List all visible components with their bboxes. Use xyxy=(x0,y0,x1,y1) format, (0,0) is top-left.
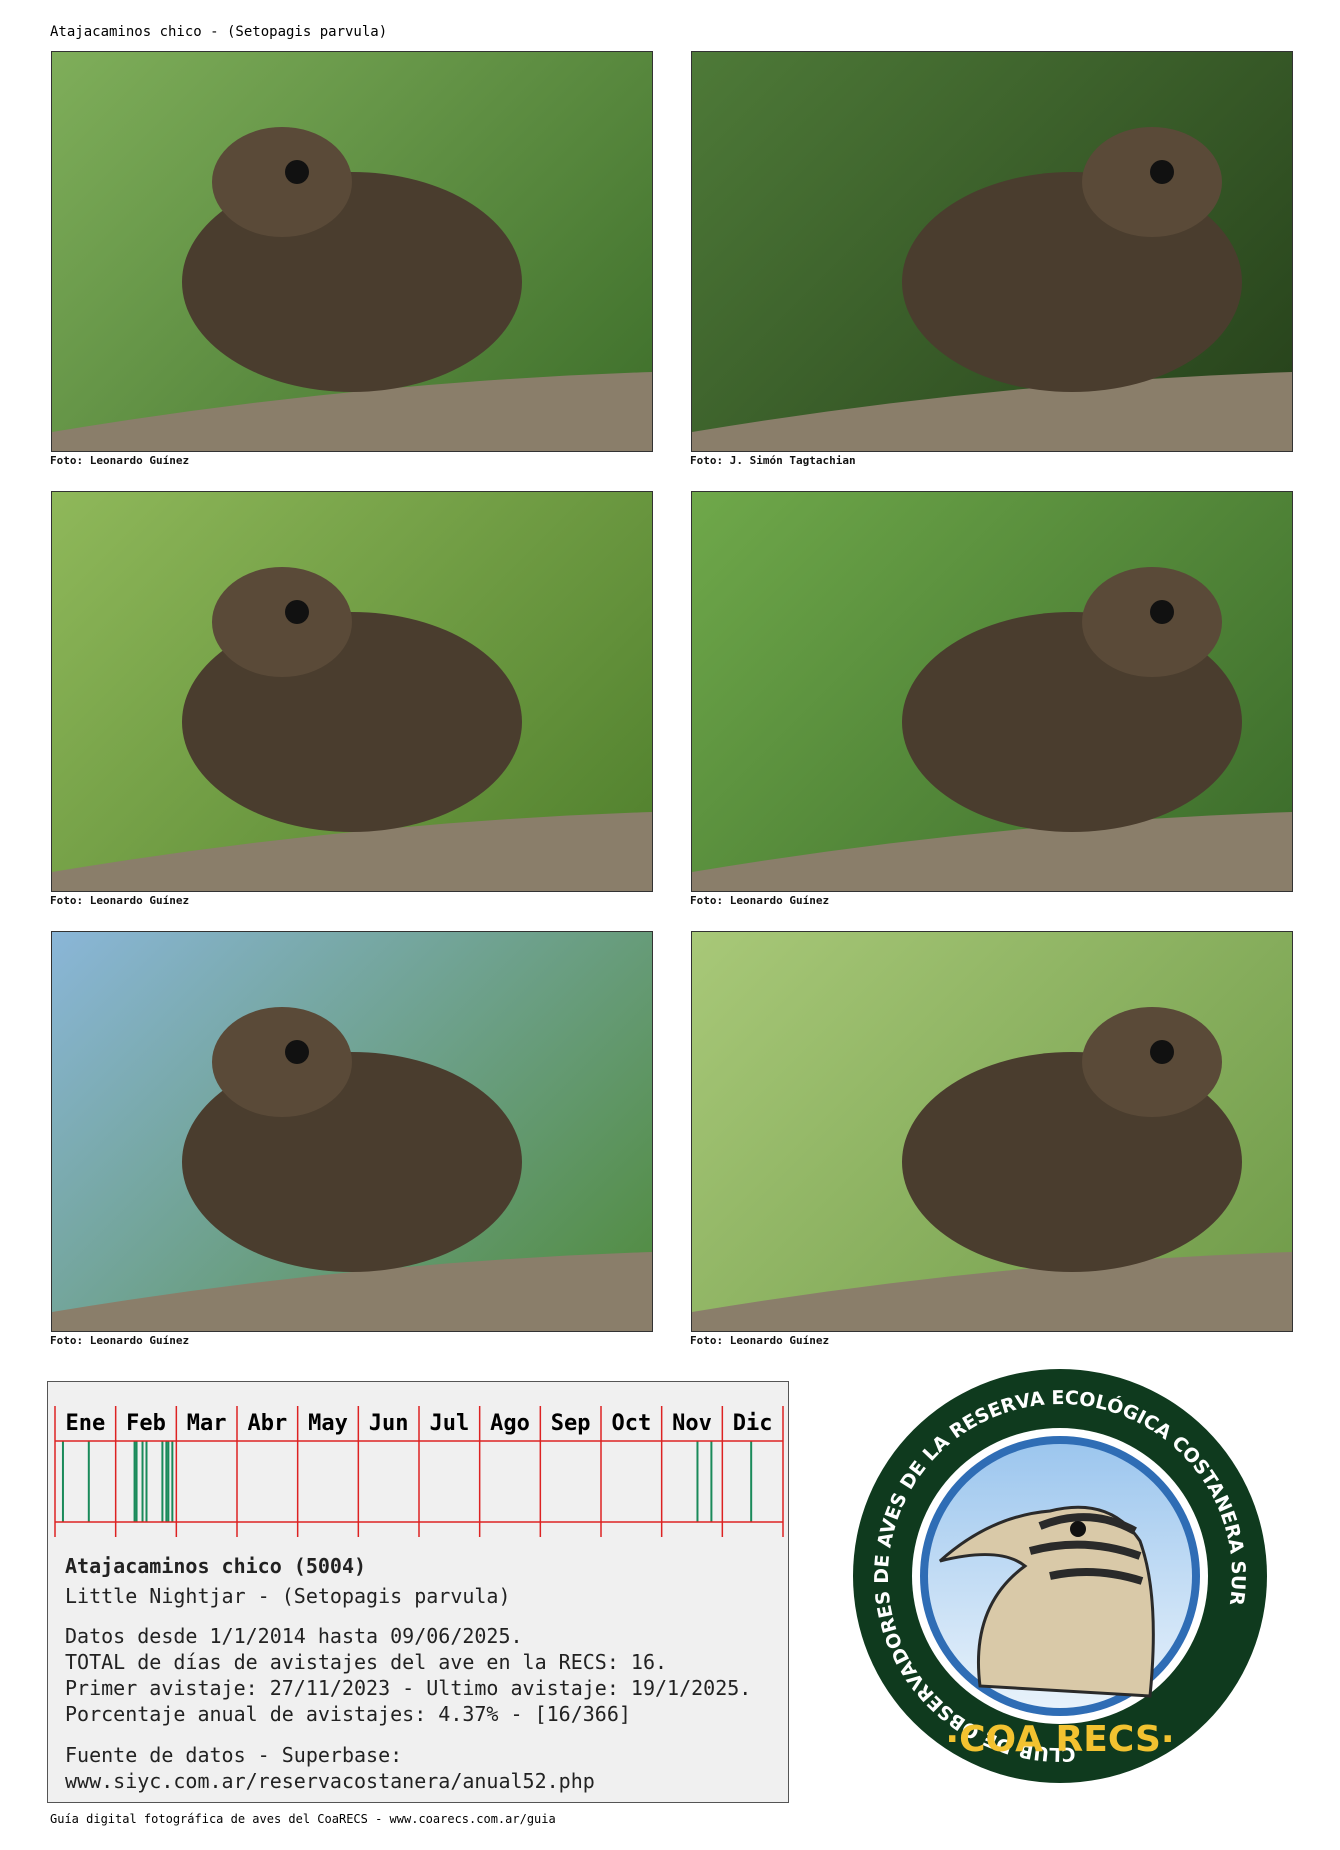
source-line: www.siyc.com.ar/reservacostanera/anual52… xyxy=(65,1769,595,1793)
bird-figure xyxy=(52,127,652,451)
species-name: Atajacaminos chico (5004) xyxy=(65,1554,367,1578)
month-label: Ago xyxy=(490,1411,530,1436)
stats-line: Porcentaje anual de avistajes: 4.37% - [… xyxy=(65,1702,631,1726)
logo-bird-stripes xyxy=(1028,1513,1144,1585)
bird-eye xyxy=(285,160,309,184)
bird-figure xyxy=(52,567,652,891)
branch xyxy=(52,372,652,451)
branch xyxy=(52,812,652,891)
month-label: Oct xyxy=(611,1411,651,1436)
bird-eye xyxy=(1150,160,1174,184)
month-label: Feb xyxy=(126,1411,166,1436)
photo xyxy=(51,51,653,452)
bird-eye xyxy=(285,1040,309,1064)
page-title: Atajacaminos chico - (Setopagis parvula) xyxy=(50,24,388,40)
bird-figure xyxy=(692,127,1292,451)
photo xyxy=(691,491,1293,892)
calendar: Ene Feb Mar Abr May Jun Jul Ago Sep Oct Nov Dic xyxy=(54,1406,784,1537)
month-label: Dic xyxy=(733,1411,773,1436)
month-label: Jul xyxy=(429,1411,469,1436)
stats-line: TOTAL de días de avistajes del ave en la… xyxy=(65,1650,668,1674)
month-label: Ene xyxy=(65,1411,105,1436)
logo: CLUB DE OBSERVADORES DE AVES DE LA RESER… xyxy=(853,1369,1267,1783)
month-label: Abr xyxy=(247,1411,287,1436)
bird-head xyxy=(212,127,352,237)
bird-figure xyxy=(52,1007,652,1331)
month-label: Nov xyxy=(672,1411,712,1436)
stats-box: Ene Feb Mar Abr May Jun Jul Ago Sep Oct Nov Dic Ata… xyxy=(47,1381,789,1803)
photo-caption: Foto: J. Simón Tagtachian xyxy=(690,454,856,467)
species-english: Little Nightjar - (Setopagis parvula) xyxy=(65,1584,511,1608)
month-label: May xyxy=(308,1411,348,1436)
branch xyxy=(692,1252,1292,1331)
photo xyxy=(51,931,653,1332)
logo-bird-eye xyxy=(1070,1521,1086,1537)
photo-caption: Foto: Leonardo Guínez xyxy=(690,1334,830,1347)
bird-head xyxy=(1082,567,1222,677)
bird-eye xyxy=(1150,600,1174,624)
branch xyxy=(692,812,1292,891)
bird-head xyxy=(1082,1007,1222,1117)
bird-figure xyxy=(692,1007,1292,1331)
logo-name: ·COA RECS· xyxy=(945,1719,1174,1760)
photo-caption: Foto: Leonardo Guínez xyxy=(690,894,830,907)
bird-eye xyxy=(1150,1040,1174,1064)
branch xyxy=(52,1252,652,1331)
photo xyxy=(691,51,1293,452)
photo-caption: Foto: Leonardo Guínez xyxy=(50,894,190,907)
bird-head xyxy=(212,567,352,677)
photo xyxy=(51,491,653,892)
photo-caption: Foto: Leonardo Guínez xyxy=(50,454,190,467)
bird-figure xyxy=(692,567,1292,891)
branch xyxy=(692,372,1292,451)
source-line: Fuente de datos - Superbase: xyxy=(65,1743,403,1767)
month-label: Sep xyxy=(551,1411,591,1436)
footer: Guía digital fotográfica de aves del Coa… xyxy=(50,1812,556,1826)
bird-eye xyxy=(285,600,309,624)
photo xyxy=(691,931,1293,1332)
month-label: Mar xyxy=(187,1411,227,1436)
month-label: Jun xyxy=(369,1411,409,1436)
stats-line: Datos desde 1/1/2014 hasta 09/06/2025. xyxy=(65,1624,523,1648)
bird-head xyxy=(212,1007,352,1117)
logo-bird xyxy=(938,1505,1155,1698)
bird-head xyxy=(1082,127,1222,237)
stats-line: Primer avistaje: 27/11/2023 - Ultimo avi… xyxy=(65,1676,752,1700)
photo-caption: Foto: Leonardo Guínez xyxy=(50,1334,190,1347)
